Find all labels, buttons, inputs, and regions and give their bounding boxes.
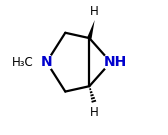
Text: H₃C: H₃C — [12, 56, 34, 69]
Text: N: N — [41, 55, 52, 69]
Text: H: H — [90, 5, 99, 18]
Circle shape — [39, 55, 54, 70]
Polygon shape — [87, 20, 95, 39]
Circle shape — [103, 54, 119, 70]
Text: NH: NH — [104, 55, 127, 69]
Text: H: H — [90, 106, 99, 119]
